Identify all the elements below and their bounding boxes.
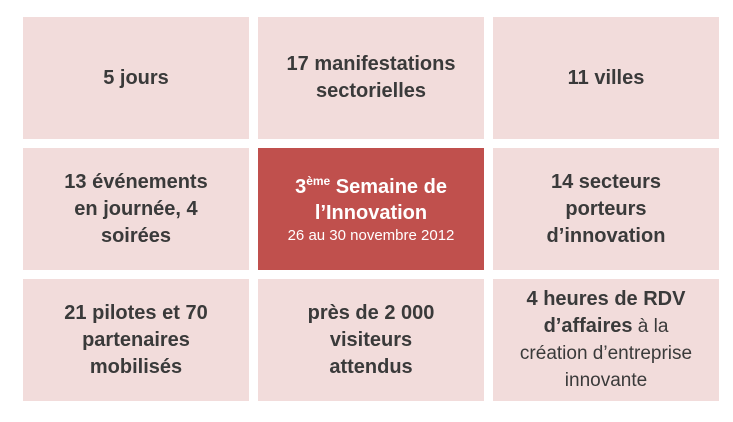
cell-innovation-week: 3ème Semaine de l’Innovation 26 au 30 no…	[258, 148, 484, 270]
business-meetings-bold1: 4 heures de RDV	[526, 288, 686, 310]
business-meetings-rest2: création d’entreprise	[519, 343, 693, 364]
cell-business-meetings-text: 4 heures de RDV d’affaires à la création…	[520, 286, 692, 394]
cell-visitors: près de 2 000 visiteurs attendus	[258, 279, 484, 401]
cell-cities-text: 11 villes	[567, 66, 645, 89]
cell-events-sectorial: 17 manifestations sectorielles	[258, 17, 484, 139]
cell-sectors-text: 14 secteurs porteurs d’innovation	[546, 170, 666, 247]
cell-days: 5 jours	[23, 17, 249, 139]
cell-day-events: 13 événements en journée, 4 soirées	[23, 148, 249, 270]
innovation-week-title-line1: Semaine de	[330, 175, 447, 198]
cell-business-meetings: 4 heures de RDV d’affaires à la création…	[493, 279, 719, 401]
cell-sectors: 14 secteurs porteurs d’innovation	[493, 148, 719, 270]
innovation-week-ordinal: ème	[306, 173, 331, 188]
key-figures-grid: 5 jours 17 manifestations sectorielles 1…	[23, 17, 719, 401]
business-meetings-rest1: à la	[632, 316, 669, 337]
innovation-week-number: 3	[295, 175, 307, 198]
cell-day-events-text: 13 événements en journée, 4 soirées	[64, 170, 208, 247]
innovation-week-title-line2: l’Innovation	[314, 201, 428, 224]
business-meetings-bold2: d’affaires	[543, 315, 633, 337]
cell-events-sectorial-text: 17 manifestations sectorielles	[286, 53, 456, 102]
cell-days-text: 5 jours	[103, 66, 169, 89]
business-meetings-rest3: innovante	[564, 370, 648, 391]
cell-cities: 11 villes	[493, 17, 719, 139]
cell-partners-text: 21 pilotes et 70 partenaires mobilisés	[64, 301, 208, 378]
innovation-week-dates: 26 au 30 novembre 2012	[287, 226, 455, 244]
innovation-week-title: 3ème Semaine de	[295, 174, 447, 200]
cell-partners: 21 pilotes et 70 partenaires mobilisés	[23, 279, 249, 401]
cell-visitors-text: près de 2 000 visiteurs attendus	[307, 301, 435, 378]
